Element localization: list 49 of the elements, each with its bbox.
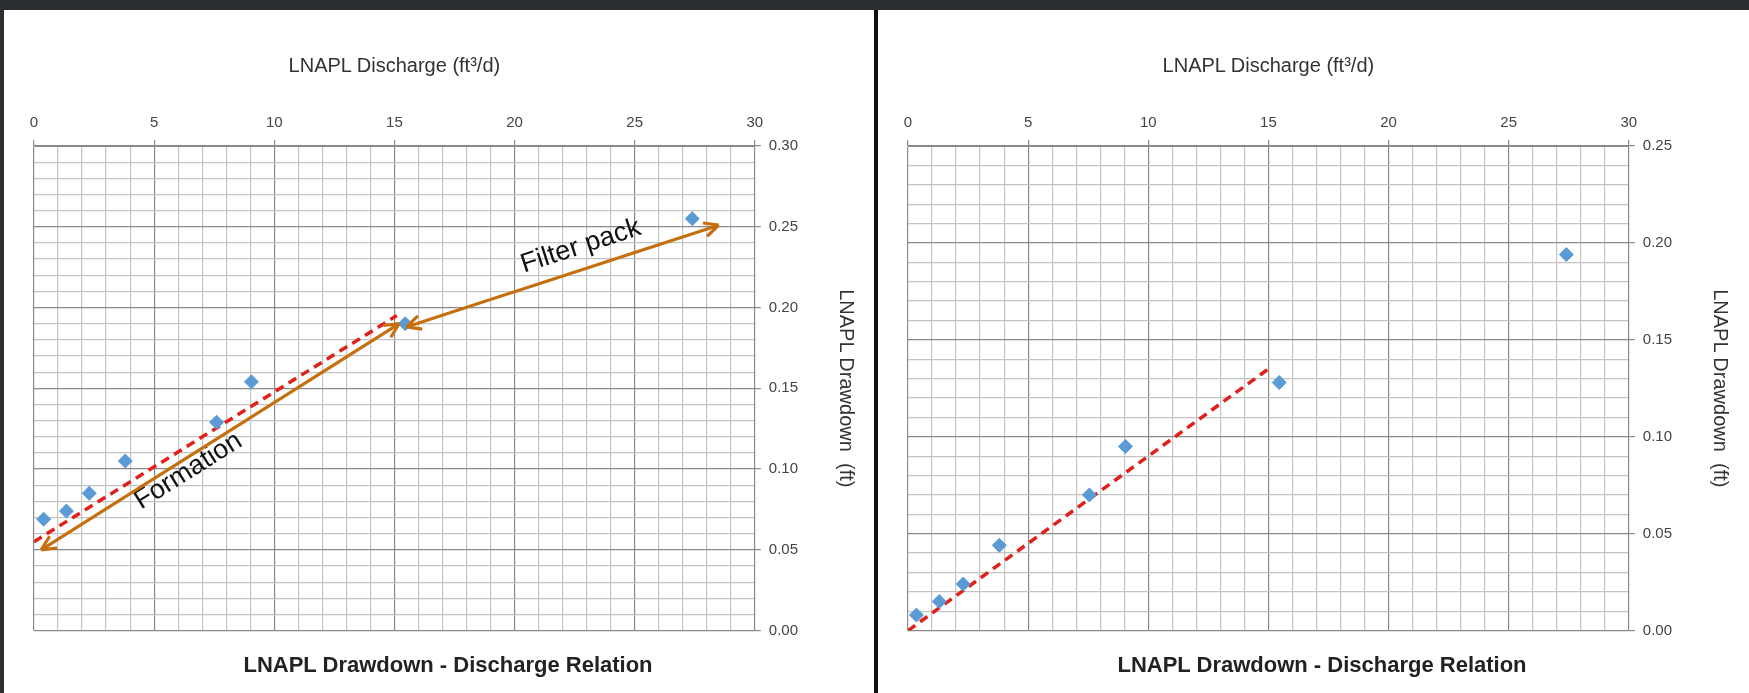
- point: [36, 511, 52, 527]
- x-axis-title: LNAPL Discharge (ft³/d): [288, 53, 501, 76]
- x-tick-label: 25: [626, 113, 644, 131]
- y-tick-label: 0.10: [1642, 426, 1673, 444]
- y-tick-label: 0.05: [768, 539, 799, 557]
- point: [1117, 438, 1133, 454]
- y-tick-label: 0.20: [768, 297, 799, 315]
- y-tick-label: 0.25: [768, 216, 799, 234]
- y-tick-label: 0.30: [768, 136, 799, 154]
- y-tick-label: 0.25: [1642, 136, 1673, 154]
- point: [1081, 487, 1097, 503]
- point: [1558, 247, 1574, 263]
- point: [1271, 374, 1287, 390]
- point: [209, 414, 225, 430]
- point: [684, 211, 700, 227]
- x-tick-label: 20: [1380, 113, 1397, 131]
- x-tick-label: 10: [265, 113, 283, 131]
- x-tick-label: 10: [1139, 113, 1157, 131]
- text: LNAPL Drawdown - Discharge Relation: [243, 651, 653, 677]
- y-tick-label: 0.15: [1642, 329, 1673, 347]
- x-tick-label: 15: [386, 113, 403, 131]
- x-tick-label: 25: [1500, 113, 1518, 131]
- y-axis-title: LNAPL Drawdown (ft): [1710, 289, 1733, 488]
- y-tick-label: 0.00: [1642, 620, 1673, 638]
- point: [991, 537, 1007, 553]
- y-tick-label: 0.00: [768, 620, 799, 638]
- x-tick-label: 0: [903, 113, 913, 131]
- x-tick-label: 30: [746, 113, 764, 131]
- y-tick-label: 0.15: [768, 378, 799, 396]
- y-tick-label: 0.20: [1642, 233, 1673, 251]
- y-tick-label: 0.10: [768, 459, 799, 477]
- x-tick-label: 20: [506, 113, 523, 131]
- point: [117, 453, 133, 469]
- point: [58, 503, 74, 519]
- x-tick-label: 5: [149, 113, 159, 131]
- point: [81, 485, 97, 501]
- x-tick-label: 5: [1023, 113, 1033, 131]
- x-tick-label: 30: [1620, 113, 1638, 131]
- point: [908, 607, 924, 623]
- annotation: Filter pack: [516, 211, 645, 279]
- y-axis-title: LNAPL Drawdown (ft): [836, 289, 859, 488]
- text: LNAPL Drawdown - Discharge Relation: [1117, 651, 1527, 677]
- x-axis-title: LNAPL Discharge (ft³/d): [1162, 53, 1375, 76]
- x-tick-label: 0: [29, 113, 39, 131]
- point: [955, 576, 971, 592]
- x-tick-label: 15: [1260, 113, 1277, 131]
- point: [931, 594, 947, 610]
- point: [243, 374, 259, 390]
- y-tick-label: 0.05: [1642, 523, 1673, 541]
